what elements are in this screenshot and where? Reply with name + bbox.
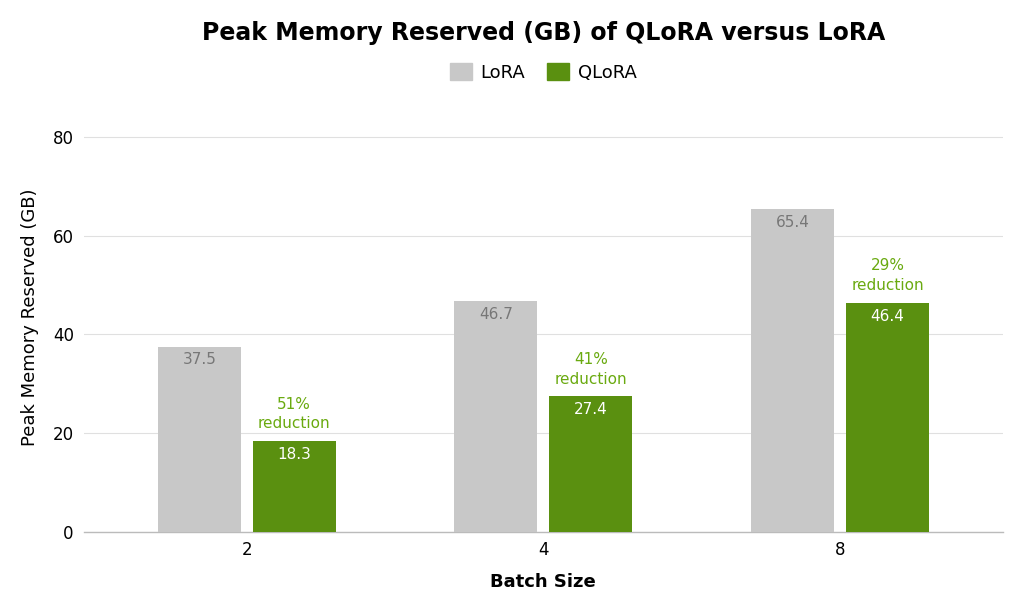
Text: 27.4: 27.4 <box>574 402 607 417</box>
Text: 46.4: 46.4 <box>870 308 904 324</box>
Bar <box>549 397 633 532</box>
Bar <box>253 441 336 532</box>
Bar <box>751 209 835 532</box>
Y-axis label: Peak Memory Reserved (GB): Peak Memory Reserved (GB) <box>20 188 39 446</box>
Legend: LoRA, QLoRA: LoRA, QLoRA <box>442 56 644 89</box>
Bar <box>846 303 929 532</box>
Text: 18.3: 18.3 <box>278 447 311 462</box>
Text: 46.7: 46.7 <box>479 307 513 322</box>
Text: 37.5: 37.5 <box>182 353 216 367</box>
Bar <box>158 346 241 532</box>
Text: 51%
reduction: 51% reduction <box>258 397 331 431</box>
Text: 65.4: 65.4 <box>775 215 810 230</box>
Title: Peak Memory Reserved (GB) of QLoRA versus LoRA: Peak Memory Reserved (GB) of QLoRA versu… <box>202 21 885 45</box>
Bar <box>455 301 538 532</box>
X-axis label: Batch Size: Batch Size <box>490 573 596 591</box>
Text: 41%
reduction: 41% reduction <box>555 352 627 387</box>
Text: 29%
reduction: 29% reduction <box>851 258 924 293</box>
